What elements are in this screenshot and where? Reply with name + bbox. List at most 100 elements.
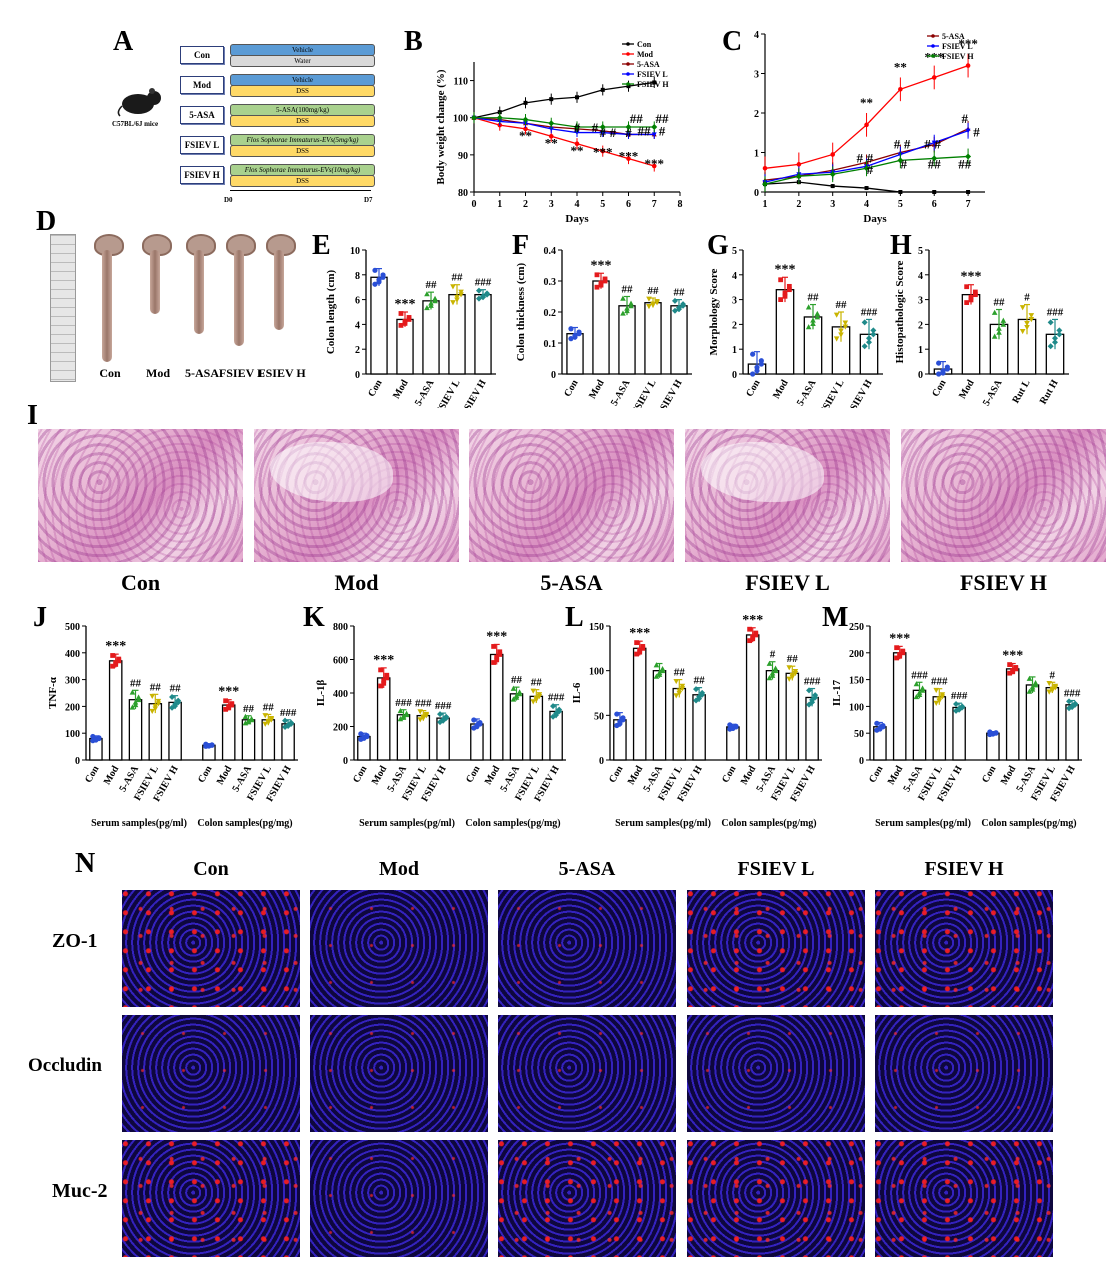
significance-mark: ### [415,698,432,710]
data-point [646,296,652,302]
significance-mark: ## [531,677,543,689]
data-point [1026,675,1033,681]
data-point [432,298,438,304]
sample-group-label: Colon samples(pg/mg) [981,818,1076,829]
significance-mark: ## [263,701,275,713]
data-point [494,657,500,663]
significance-mark: ### [1064,688,1081,700]
y-tick-label: 250 [849,622,864,633]
significance-mark: ## [630,111,644,126]
bar [436,717,450,761]
y-tick-label: 1 [732,345,737,356]
significance-mark: # [574,120,581,135]
significance-mark: *** [1002,649,1023,664]
colon-label: FSIEV H [258,366,306,380]
bar [745,634,760,761]
data-point [229,702,235,708]
bar [932,696,947,761]
category-label: Mod [957,378,977,401]
x-tick-label: 6 [932,199,937,210]
data-point [933,687,940,694]
data-point [786,283,792,289]
data-point [494,654,500,660]
significance-mark: ** [571,143,584,158]
data-point [223,706,229,712]
data-point [428,302,434,308]
data-point [866,339,872,346]
treatment-bar: DSS [230,175,375,187]
y-tick-label: 3 [754,70,759,81]
data-point [550,703,557,710]
significance-mark: ### [548,692,565,704]
y-tick-label: 100 [849,702,864,713]
data-point [778,297,784,302]
data-point [575,95,579,100]
data-point [594,284,600,290]
y-tick-label: 6 [355,296,360,307]
y-tick-label: 50 [594,711,604,722]
body-weight-chart: 80 90 100 110 0 1 2 3 4 5 6 7 8 Days Body weight chang… [435,40,683,225]
bar [168,701,182,761]
significance-mark: ## [787,653,799,665]
d0-label: D0 [224,196,233,204]
significance-mark: ### [475,277,492,289]
he-image-5-asa [469,429,674,562]
data-point [149,693,156,700]
data-point [454,297,460,303]
y-axis-label: TNF-α [47,676,59,709]
data-point [747,626,753,632]
x-tick-label: 5 [898,199,903,210]
significance-mark: ## [243,703,255,715]
data-point [129,689,136,695]
bar [652,670,667,761]
x-tick-label: 2 [523,199,528,210]
data-point [510,685,517,691]
y-tick-label: 0 [732,370,737,381]
data-point [1072,701,1079,708]
sample-group-label: Colon samples(pg/mg) [197,818,292,829]
significance-mark: ### [804,676,821,688]
data-point [936,360,942,366]
if-row-label: Muc-2 [52,1180,108,1202]
category-label: Con [867,764,886,785]
if-image [498,890,676,1007]
data-point [659,667,666,674]
colon-label: Mod [146,366,170,380]
data-point [268,717,275,723]
significance-mark: *** [742,613,763,628]
data-point [829,171,836,178]
data-point [568,326,574,332]
he-label: FSIEV H [959,570,1047,595]
data-point [417,709,424,715]
if-image [875,1140,1053,1257]
he-label: Mod [334,570,379,595]
data-point [149,708,156,715]
if-image [875,1015,1053,1132]
data-point [288,720,295,727]
category-label: Mod [483,764,503,787]
x-tick-label: 1 [763,199,768,210]
data-point [129,704,136,710]
data-point [894,645,900,651]
y-tick-label: 8 [355,271,360,282]
significance-mark: ## [674,667,686,679]
data-point [747,638,753,644]
significance-mark: ### [951,690,968,702]
data-point [600,130,606,136]
y-tick-label: 200 [849,649,864,660]
significance-mark: ## [452,272,464,284]
data-point [1056,331,1063,338]
colon-tissue [234,250,244,346]
category-label: Mod [626,764,646,787]
data-point [576,331,582,337]
data-point [766,675,773,681]
data-point [1056,327,1063,334]
y-axis-label: IL-6 [571,682,583,703]
y-tick-label: 3 [918,296,923,307]
data-point [786,676,793,682]
category-label: FSIEV H [655,378,684,408]
y-tick-label: 5 [918,246,923,257]
data-point [384,675,390,681]
legend-marker [626,42,630,46]
significance-mark: *** [958,36,978,51]
